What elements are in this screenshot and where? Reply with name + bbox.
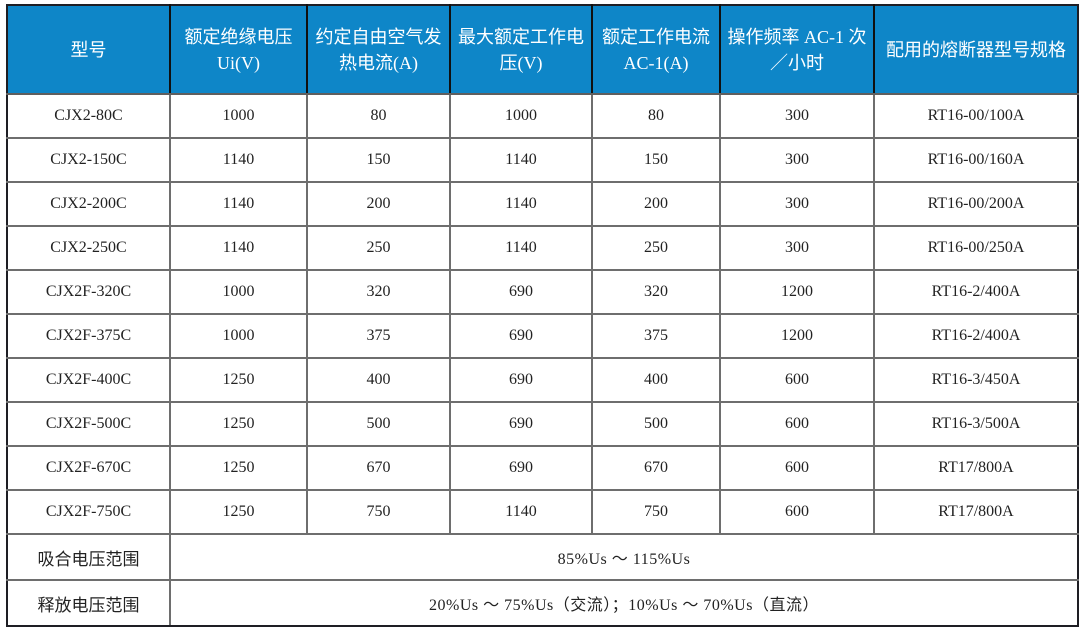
table-row: CJX2-150C 1140 150 1140 150 300 RT16-00/160A [6, 137, 1079, 183]
header-cell-1: 额定绝缘电压 Ui(V) [169, 4, 308, 95]
model-cell: CJX2F-500C [6, 401, 171, 447]
data-cell: 300 [719, 181, 875, 227]
data-cell: 150 [591, 137, 721, 183]
model-cell: CJX2-200C [6, 181, 171, 227]
data-cell: 250 [306, 225, 451, 271]
table-row: CJX2-200C 1140 200 1140 200 300 RT16-00/200A [6, 181, 1079, 227]
data-cell: 375 [591, 313, 721, 359]
header-cell-0: 型号 [6, 4, 171, 95]
data-cell: 1140 [449, 181, 593, 227]
header-row: 型号 额定绝缘电压 Ui(V) 约定自由空气发热电流(A) 最大额定工作电压(V) 额定… [6, 4, 1079, 95]
data-cell: 690 [449, 313, 593, 359]
data-cell: 1250 [169, 357, 308, 403]
data-cell: 690 [449, 357, 593, 403]
data-cell: 500 [591, 401, 721, 447]
footer-value: 20%Us ～ 75%Us（交流）；10%Us ～ 70%Us（直流） [169, 579, 1079, 627]
data-cell: 80 [306, 93, 451, 139]
spec-table-container: 型号 额定绝缘电压 Ui(V) 约定自由空气发热电流(A) 最大额定工作电压(V) 额定… [6, 4, 1079, 627]
data-cell: 670 [306, 445, 451, 491]
data-cell: 1000 [169, 93, 308, 139]
data-cell: 300 [719, 93, 875, 139]
model-cell: CJX2F-670C [6, 445, 171, 491]
data-cell: 600 [719, 401, 875, 447]
data-cell: 150 [306, 137, 451, 183]
data-cell: 1200 [719, 269, 875, 315]
footer-value: 85%Us ～ 115%Us [169, 533, 1079, 581]
data-cell: 750 [591, 489, 721, 535]
data-cell: 600 [719, 357, 875, 403]
table-row: CJX2F-750C 1250 750 1140 750 600 RT17/800A [6, 489, 1079, 535]
data-cell: 1000 [449, 93, 593, 139]
header-cell-3: 最大额定工作电压(V) [449, 4, 593, 95]
model-cell: CJX2-80C [6, 93, 171, 139]
header-cell-4: 额定工作电流 AC-1(A) [591, 4, 721, 95]
data-cell: 400 [591, 357, 721, 403]
data-cell: 1140 [169, 181, 308, 227]
model-cell: CJX2-150C [6, 137, 171, 183]
contactor-spec-table: 型号 额定绝缘电压 Ui(V) 约定自由空气发热电流(A) 最大额定工作电压(V) 额定… [6, 4, 1079, 627]
table-row: CJX2F-320C 1000 320 690 320 1200 RT16-2/400A [6, 269, 1079, 315]
data-cell: RT16-2/400A [873, 313, 1079, 359]
data-cell: 400 [306, 357, 451, 403]
data-cell: RT16-2/400A [873, 269, 1079, 315]
table-row: CJX2-80C 1000 80 1000 80 300 RT16-00/100A [6, 93, 1079, 139]
data-cell: 690 [449, 445, 593, 491]
data-cell: 300 [719, 225, 875, 271]
model-cell: CJX2F-400C [6, 357, 171, 403]
data-cell: RT16-00/100A [873, 93, 1079, 139]
model-cell: CJX2F-320C [6, 269, 171, 315]
data-cell: 1000 [169, 313, 308, 359]
data-cell: 1200 [719, 313, 875, 359]
data-cell: RT16-3/450A [873, 357, 1079, 403]
data-cell: RT16-3/500A [873, 401, 1079, 447]
data-cell: 750 [306, 489, 451, 535]
data-cell: 80 [591, 93, 721, 139]
data-cell: 670 [591, 445, 721, 491]
data-cell: 1140 [449, 489, 593, 535]
footer-label: 释放电压范围 [6, 579, 171, 627]
data-cell: RT17/800A [873, 489, 1079, 535]
data-cell: 690 [449, 401, 593, 447]
table-row: CJX2F-670C 1250 670 690 670 600 RT17/800A [6, 445, 1079, 491]
data-cell: 250 [591, 225, 721, 271]
header-cell-5: 操作频率 AC-1 次／小时 [719, 4, 875, 95]
data-cell: 200 [591, 181, 721, 227]
data-cell: 1140 [449, 137, 593, 183]
data-cell: 375 [306, 313, 451, 359]
data-cell: 300 [719, 137, 875, 183]
data-cell: 1250 [169, 445, 308, 491]
data-cell: RT16-00/160A [873, 137, 1079, 183]
data-cell: 1250 [169, 401, 308, 447]
data-cell: 600 [719, 445, 875, 491]
data-cell: 1140 [169, 137, 308, 183]
model-cell: CJX2-250C [6, 225, 171, 271]
data-cell: 200 [306, 181, 451, 227]
model-cell: CJX2F-375C [6, 313, 171, 359]
data-cell: 320 [591, 269, 721, 315]
footer-row: 吸合电压范围 85%Us ～ 115%Us [6, 533, 1079, 581]
data-cell: RT17/800A [873, 445, 1079, 491]
data-cell: RT16-00/250A [873, 225, 1079, 271]
table-row: CJX2-250C 1140 250 1140 250 300 RT16-00/250A [6, 225, 1079, 271]
header-cell-6: 配用的熔断器型号规格 [873, 4, 1079, 95]
data-cell: 1140 [169, 225, 308, 271]
footer-label: 吸合电压范围 [6, 533, 171, 581]
data-cell: 1250 [169, 489, 308, 535]
data-cell: 500 [306, 401, 451, 447]
data-cell: RT16-00/200A [873, 181, 1079, 227]
table-row: CJX2F-400C 1250 400 690 400 600 RT16-3/450A [6, 357, 1079, 403]
table-row: CJX2F-375C 1000 375 690 375 1200 RT16-2/400A [6, 313, 1079, 359]
data-cell: 1140 [449, 225, 593, 271]
data-cell: 690 [449, 269, 593, 315]
data-cell: 600 [719, 489, 875, 535]
header-cell-2: 约定自由空气发热电流(A) [306, 4, 451, 95]
data-cell: 1000 [169, 269, 308, 315]
data-cell: 320 [306, 269, 451, 315]
model-cell: CJX2F-750C [6, 489, 171, 535]
table-body: CJX2-80C 1000 80 1000 80 300 RT16-00/100A CJX2-… [6, 93, 1079, 627]
table-row: CJX2F-500C 1250 500 690 500 600 RT16-3/500A [6, 401, 1079, 447]
footer-row: 释放电压范围 20%Us ～ 75%Us（交流）；10%Us ～ 70%Us（直流… [6, 579, 1079, 627]
